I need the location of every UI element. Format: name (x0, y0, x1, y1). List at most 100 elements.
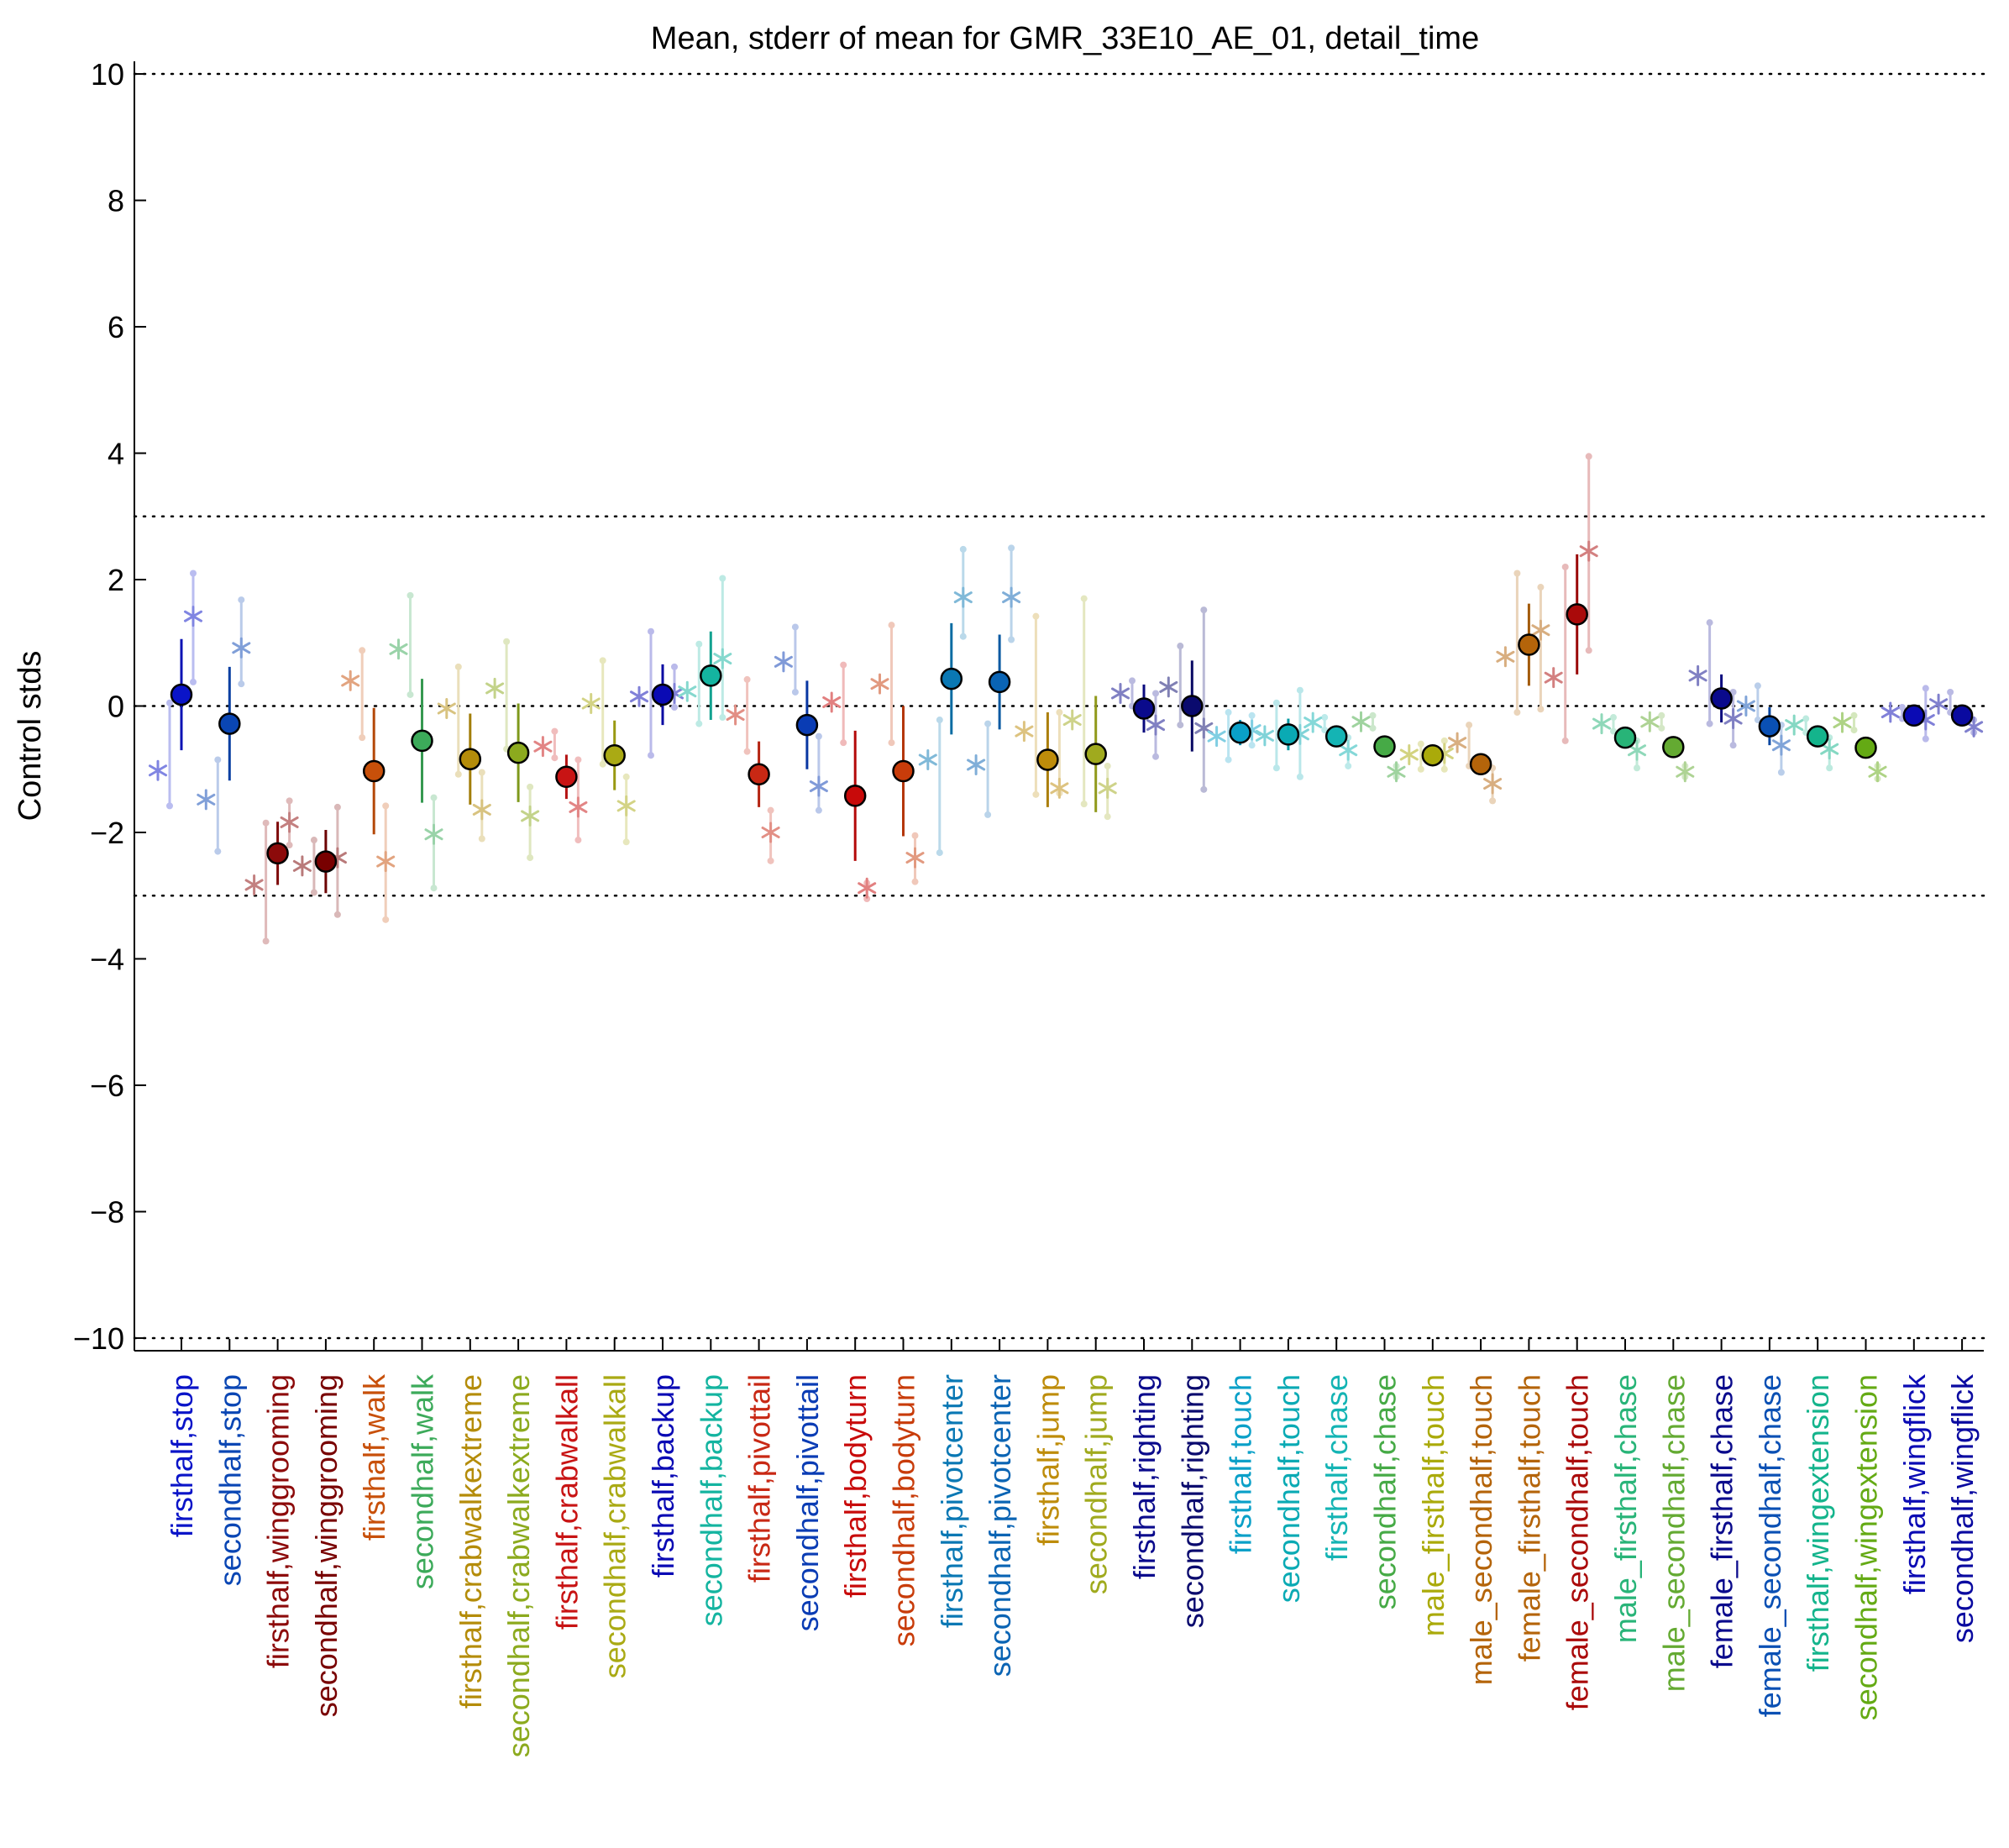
x-tick-label: secondhalf,walk (406, 1373, 440, 1589)
mean-marker (218, 712, 241, 735)
x-tick-label: firsthalf,crabwalkextreme (454, 1374, 488, 1709)
range-end (478, 769, 485, 776)
mean-marker (700, 664, 722, 687)
range-end (1850, 711, 1858, 719)
x-tick-label: female_firsthalf,chase (1705, 1374, 1739, 1668)
range-end (1706, 720, 1713, 727)
x-tick-label: firsthalf,righting (1127, 1374, 1162, 1579)
range-end (984, 811, 992, 818)
x-tick-label: secondhalf,crabwalkextreme (501, 1374, 536, 1757)
range-end (214, 756, 222, 764)
range-end (190, 570, 197, 577)
y-tick-label: −10 (73, 1321, 124, 1356)
range-end (959, 545, 967, 553)
x-tick-label: firsthalf,walk (357, 1373, 391, 1541)
range-end (1008, 544, 1015, 552)
range-end (671, 704, 678, 711)
y-tick-label: 6 (108, 310, 124, 344)
x-tick-label: secondhalf,winggrooming (309, 1374, 344, 1717)
y-tick-label: 8 (108, 184, 124, 218)
mean-marker (1710, 687, 1733, 710)
mean-marker (1950, 704, 1974, 727)
range-end (622, 773, 630, 780)
range-end (382, 916, 390, 923)
secondhalf-star (1098, 777, 1117, 799)
mean-marker (1229, 721, 1251, 744)
mean-marker (795, 713, 819, 737)
range-end (262, 819, 270, 827)
range-end (1129, 677, 1136, 685)
firsthalf-star (1015, 721, 1034, 743)
x-tick-label: secondhalf,chase (1368, 1374, 1403, 1609)
x-tick-label: male_secondhalf,touch (1464, 1374, 1498, 1685)
range-end (815, 806, 822, 814)
secondhalf-star (1723, 708, 1743, 730)
range-end (310, 889, 317, 896)
range-end (911, 878, 919, 885)
x-tick-label: male_firsthalf,touch (1416, 1374, 1450, 1636)
range-end (333, 911, 341, 918)
range-end (1369, 711, 1377, 719)
range-end (695, 640, 703, 648)
y-tick-label: 0 (108, 690, 124, 724)
range-end (1777, 769, 1785, 776)
range-end (1802, 715, 1810, 722)
mean-marker (1373, 735, 1396, 758)
range-end (1850, 727, 1858, 734)
range-end (1706, 619, 1713, 627)
mean-marker (1421, 743, 1445, 767)
x-tick-label: firsthalf,jump (1031, 1374, 1065, 1546)
x-tick-label: firsthalf,wingextension (1801, 1374, 1835, 1672)
mean-marker (843, 785, 867, 807)
range-end (743, 675, 751, 683)
mean-marker (747, 763, 770, 786)
secondhalf-star (1339, 739, 1358, 761)
range-end (527, 854, 534, 862)
x-tick-label: female_secondhalf,chase (1753, 1374, 1787, 1717)
mean-marker (1902, 704, 1926, 727)
secondhalf-star (472, 799, 491, 821)
firsthalf-star (870, 673, 889, 695)
y-tick-label: 10 (91, 57, 124, 92)
secondhalf-star (953, 586, 973, 608)
range-end (1658, 724, 1665, 732)
range-end (1922, 685, 1929, 692)
range-end (574, 756, 582, 764)
mean-marker (1613, 726, 1637, 749)
range-end (1008, 636, 1015, 643)
range-end (1272, 764, 1280, 772)
range-end (1272, 699, 1280, 706)
range-end (454, 770, 462, 778)
mean-marker (1758, 715, 1781, 738)
secondhalf-star (1531, 619, 1550, 641)
y-tick-label: −2 (90, 816, 124, 850)
x-tick-label: secondhalf,stop (212, 1374, 247, 1586)
x-tick-label: firsthalf,bodyturn (838, 1374, 873, 1598)
firsthalf-star (774, 651, 793, 673)
firsthalf-star (918, 748, 937, 770)
x-tick-label: male_secondhalf,chase (1656, 1374, 1691, 1692)
range-end (1826, 764, 1833, 772)
range-end (936, 717, 943, 724)
secondhalf-star (1146, 714, 1166, 736)
mean-marker (555, 765, 578, 789)
x-tick-label: male_firsthalf,chase (1608, 1374, 1643, 1643)
secondhalf-star (1627, 739, 1647, 761)
range-end (1177, 722, 1184, 729)
range-end (1152, 753, 1159, 760)
mean-marker (651, 683, 674, 706)
range-end (1417, 740, 1424, 748)
mean-marker (1806, 725, 1829, 748)
mean-marker (892, 759, 915, 783)
range-end (1947, 688, 1954, 696)
secondhalf-star (1579, 540, 1598, 562)
range-end (1056, 709, 1063, 717)
range-end (888, 739, 895, 747)
range-end (1634, 764, 1640, 772)
x-tick-label: firsthalf,pivottail (742, 1374, 777, 1583)
range-end (333, 803, 341, 811)
secondhalf-star (713, 648, 732, 669)
y-axis-label: Control stds (13, 651, 48, 822)
mean-marker (314, 850, 338, 873)
mean-marker (940, 667, 963, 690)
